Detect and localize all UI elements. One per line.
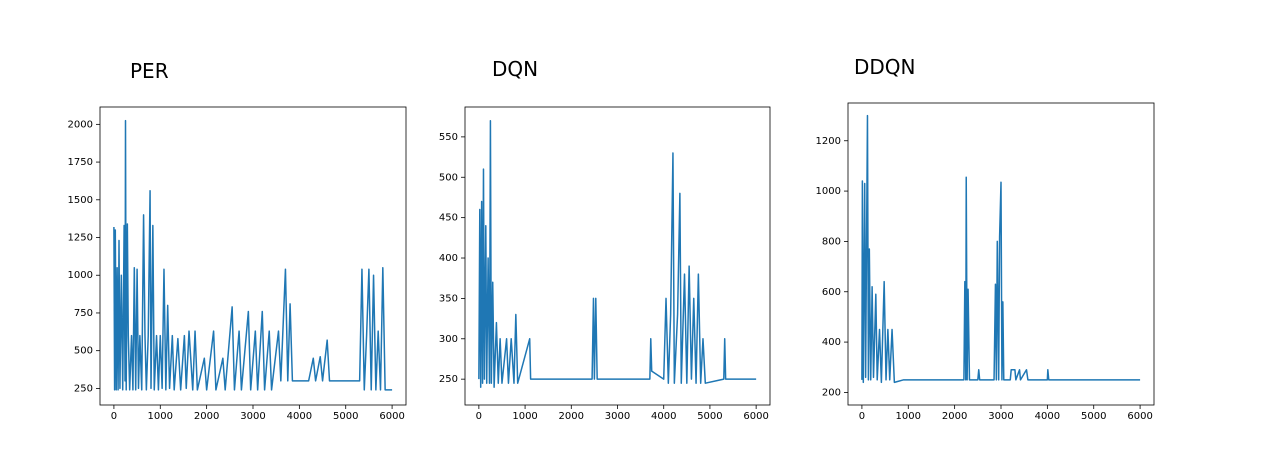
- x-tick-label: 6000: [379, 411, 404, 422]
- x-tick-label: 4000: [1035, 411, 1060, 422]
- y-tick-label: 1000: [68, 270, 93, 281]
- x-tick-label: 5000: [1081, 411, 1106, 422]
- y-tick-label: 300: [439, 334, 458, 345]
- x-tick-label: 3000: [240, 411, 265, 422]
- y-tick-label: 550: [439, 132, 458, 143]
- x-tick-label: 5000: [333, 411, 358, 422]
- y-tick-label: 500: [439, 172, 458, 183]
- x-tick-label: 0: [476, 411, 482, 422]
- x-tick-label: 4000: [287, 411, 312, 422]
- y-tick-label: 1250: [68, 233, 93, 244]
- x-tick-label: 1000: [148, 411, 173, 422]
- x-tick-label: 2000: [194, 411, 219, 422]
- y-tick-label: 200: [822, 387, 841, 398]
- x-tick-label: 4000: [651, 411, 676, 422]
- subplot-title: DDQN: [854, 55, 916, 79]
- y-tick-label: 1000: [816, 186, 841, 197]
- y-tick-label: 400: [439, 253, 458, 264]
- data-line: [861, 114, 1141, 384]
- subplot: DDQN 0 1000 2000 3000 4000 5000 6000 200 400 600 80…: [816, 55, 1155, 422]
- y-axis: 250 300 350 400 450 500 550: [439, 132, 465, 385]
- x-tick-label: 3000: [988, 411, 1013, 422]
- y-axis: 250 500 750 1000 1250 1500 1750 2000: [68, 119, 100, 394]
- y-tick-label: 350: [439, 293, 458, 304]
- subplot-title: PER: [130, 59, 169, 83]
- x-tick-label: 2000: [942, 411, 967, 422]
- y-tick-label: 1500: [68, 195, 93, 206]
- y-tick-label: 500: [74, 346, 93, 357]
- y-tick-label: 1200: [816, 136, 841, 147]
- subplot: PER 0 1000 2000 3000 4000 5000 6000 250 500 750 100…: [68, 59, 407, 422]
- x-tick-label: 6000: [1127, 411, 1152, 422]
- y-tick-label: 450: [439, 213, 458, 224]
- y-tick-label: 250: [439, 374, 458, 385]
- y-tick-label: 800: [822, 236, 841, 247]
- x-tick-label: 0: [859, 411, 865, 422]
- data-line: [113, 119, 393, 391]
- y-tick-label: 400: [822, 337, 841, 348]
- data-line: [478, 119, 757, 388]
- x-tick-label: 6000: [743, 411, 768, 422]
- x-tick-label: 5000: [697, 411, 722, 422]
- subplot-title: DQN: [492, 57, 538, 81]
- x-tick-label: 2000: [559, 411, 584, 422]
- x-tick-label: 1000: [896, 411, 921, 422]
- x-tick-label: 1000: [512, 411, 537, 422]
- x-tick-label: 3000: [605, 411, 630, 422]
- y-tick-label: 2000: [68, 119, 93, 130]
- y-axis: 200 400 600 800 1000 1200: [816, 136, 848, 398]
- x-tick-label: 0: [111, 411, 117, 422]
- y-tick-label: 750: [74, 308, 93, 319]
- y-tick-label: 1750: [68, 157, 93, 168]
- y-tick-label: 250: [74, 383, 93, 394]
- subplot: DQN 0 1000 2000 3000 4000 5000 6000 250 300 350 400…: [439, 57, 771, 422]
- y-tick-label: 600: [822, 287, 841, 298]
